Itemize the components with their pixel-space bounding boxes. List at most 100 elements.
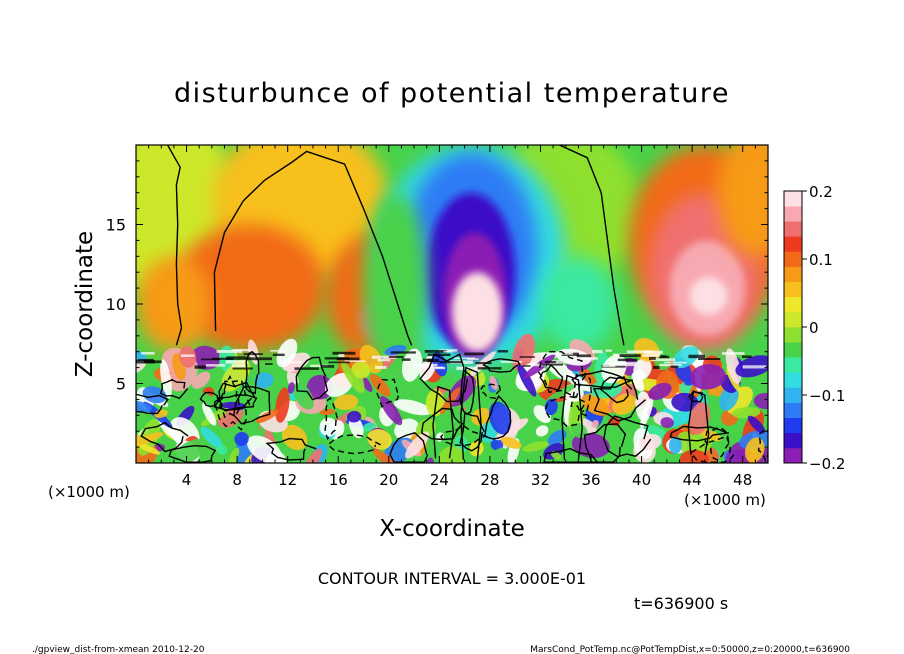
colorbar-segment — [784, 357, 802, 373]
x-tick-label: 36 — [581, 471, 600, 489]
turbulent-patch — [699, 428, 722, 442]
layer-streak — [194, 365, 207, 369]
turbulent-patch — [415, 418, 437, 439]
layer-streak — [344, 360, 366, 362]
colorbar: 0.2 0.1 0 −0.1 −0.2 — [783, 183, 845, 473]
turbulent-patch — [489, 375, 498, 390]
turbulent-patch — [689, 364, 726, 390]
turbulent-patch — [591, 420, 599, 429]
turbulent-patch — [372, 448, 402, 463]
turbulent-patch — [522, 441, 549, 452]
colorbar-segment — [784, 191, 802, 207]
colorbar-tick-label: 0.1 — [809, 251, 833, 269]
contour-line — [484, 394, 512, 440]
turbulent-patch — [517, 364, 537, 397]
layer-streak — [544, 360, 564, 364]
turbulent-patch — [612, 393, 637, 415]
field-patch — [689, 276, 728, 316]
layer-streak — [272, 353, 285, 357]
layer-streak — [605, 349, 612, 352]
time-label: t=636900 s — [634, 594, 728, 613]
colorbar-tick-label: −0.1 — [809, 387, 845, 405]
layer-streak — [500, 361, 522, 363]
layer-streak — [423, 358, 433, 362]
layer-streak — [602, 364, 616, 367]
layer-streak — [294, 367, 319, 370]
contour-line — [687, 390, 710, 456]
contour-line — [561, 374, 583, 460]
layer-streak — [420, 366, 443, 369]
layer-streak — [141, 352, 155, 355]
y-tick-label: 5 — [116, 375, 126, 394]
contour-line — [295, 356, 329, 401]
y-axis: 5 10 15 — [106, 160, 768, 448]
contour-line — [704, 426, 731, 461]
contour-line — [214, 379, 251, 431]
layer-streak — [328, 361, 350, 364]
turbulent-patch — [550, 451, 562, 460]
field-patch — [173, 224, 326, 352]
x-tick-label: 16 — [329, 471, 348, 489]
turbulent-patch — [546, 383, 578, 402]
layer-streak — [200, 358, 220, 361]
turbulent-patch — [255, 409, 279, 424]
turbulent-patch — [547, 429, 567, 446]
field-layer — [136, 145, 768, 384]
turbulent-patch — [501, 436, 522, 449]
x-axis-unit: (×1000 m) — [48, 483, 130, 501]
layer-streak — [653, 365, 660, 369]
turbulent-patch — [287, 382, 295, 394]
layer-streak — [576, 354, 592, 358]
contour-line — [592, 376, 646, 422]
turbulent-patch — [725, 348, 742, 384]
layer-streak — [642, 354, 661, 357]
turbulent-patch — [379, 396, 403, 426]
field-patch — [363, 192, 427, 384]
layer-streak — [626, 350, 652, 354]
y-axis-label: Z-coordinate — [72, 231, 98, 377]
x-tick-label: 20 — [379, 471, 398, 489]
turbulent-patch — [471, 407, 492, 426]
layer-streak — [698, 358, 721, 361]
turbulent-patch — [351, 361, 370, 379]
colorbar-segment — [784, 417, 802, 434]
contour-line — [669, 425, 729, 442]
contour-line — [199, 391, 220, 408]
contour-line — [439, 424, 488, 447]
layer-streak — [663, 361, 688, 364]
layer-streak — [592, 349, 603, 354]
layer-streak — [453, 357, 476, 359]
turbulent-patch — [346, 410, 362, 423]
contour-line — [136, 393, 169, 415]
contour-line — [376, 378, 400, 408]
turbulent-patch — [281, 424, 308, 451]
mixed-layer — [136, 333, 768, 463]
contour-line — [324, 397, 339, 440]
turbulent-patch — [202, 402, 217, 426]
x-tick-label: 44 — [683, 471, 702, 489]
contour-line — [757, 427, 768, 463]
layer-streak — [659, 355, 670, 359]
x-axis: 4 8 12 16 20 24 28 32 36 40 44 48 — [148, 145, 756, 489]
contour-line — [603, 415, 652, 458]
colorbar-segment — [784, 372, 802, 388]
layer-streak — [243, 353, 263, 356]
layer-streak — [477, 367, 502, 370]
layer-streak — [226, 356, 247, 360]
turbulent-patch — [276, 338, 298, 368]
layer-streak — [401, 358, 411, 361]
layer-streak — [532, 363, 546, 367]
turbulent-patch — [266, 451, 287, 463]
turbulent-patch — [581, 393, 610, 416]
layer-streak — [617, 358, 638, 362]
colorbar-segment — [784, 236, 802, 252]
turbulent-patch — [438, 446, 465, 463]
turbulent-patch — [490, 438, 504, 451]
contour-line — [159, 378, 189, 400]
turbulent-patch — [292, 383, 314, 410]
x-tick-label: 40 — [632, 471, 651, 489]
contour-line — [140, 421, 189, 453]
x-axis-label: X-coordinate — [379, 516, 525, 542]
turbulent-patch — [254, 372, 274, 389]
layer-streak — [688, 354, 706, 359]
